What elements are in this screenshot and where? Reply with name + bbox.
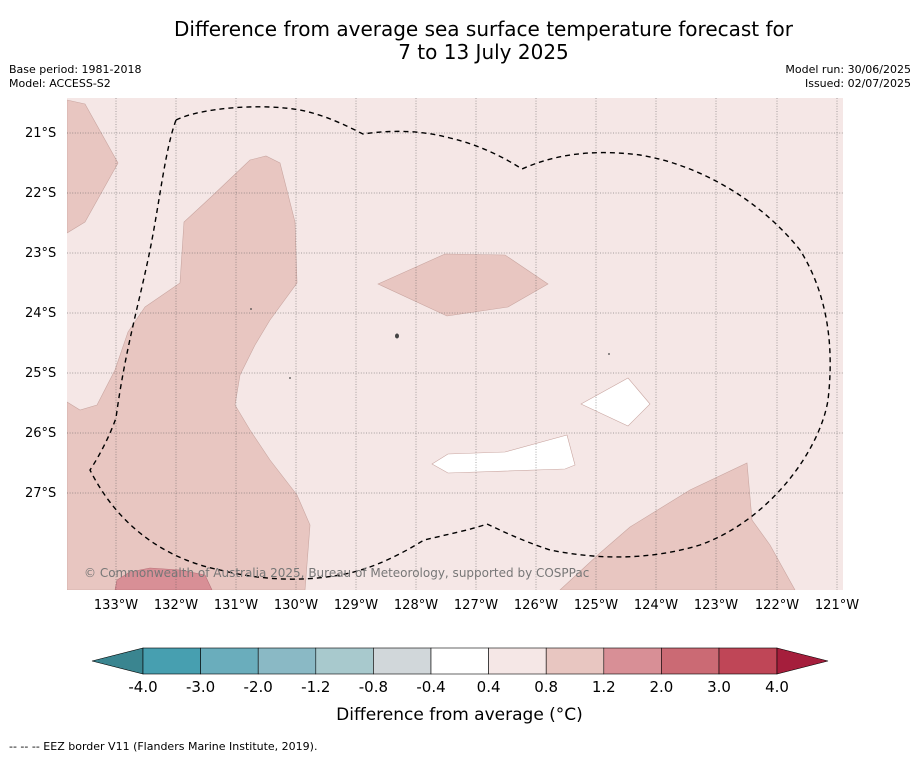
- colorbar-bin-4: [316, 648, 374, 674]
- colorbar-tick-5: -0.8: [343, 678, 403, 696]
- colorbar-tick-4: -1.2: [286, 678, 346, 696]
- lat-label-23s: 23°S: [25, 246, 56, 261]
- colorbar: [92, 648, 828, 674]
- lon-label-126w: 126°W: [506, 598, 566, 613]
- colorbar-bin-5: [373, 648, 431, 674]
- colorbar-under-arrow: [92, 648, 143, 674]
- copyright-notice: © Commonwealth of Australia 2025, Bureau…: [84, 566, 589, 580]
- colorbar-tick-11: 3.0: [689, 678, 749, 696]
- colorbar-tick-8: 0.8: [516, 678, 576, 696]
- lon-label-125w: 125°W: [566, 598, 626, 613]
- colorbar-tick-12: 4.0: [747, 678, 807, 696]
- lon-label-129w: 129°W: [326, 598, 386, 613]
- colorbar-bin-7: [489, 648, 547, 674]
- island-speck-2: [250, 308, 252, 310]
- colorbar-bin-2: [201, 648, 259, 674]
- colorbar-bin-3: [258, 648, 316, 674]
- lat-label-26s: 26°S: [25, 426, 56, 441]
- lon-label-132w: 132°W: [146, 598, 206, 613]
- colorbar-label: Difference from average (°C): [0, 705, 919, 725]
- colorbar-bin-1: [143, 648, 201, 674]
- colorbar-tick-2: -3.0: [171, 678, 231, 696]
- lon-label-131w: 131°W: [206, 598, 266, 613]
- lat-label-25s: 25°S: [25, 366, 56, 381]
- colorbar-bin-8: [546, 648, 604, 674]
- colorbar-tick-1: -4.0: [113, 678, 173, 696]
- colorbar-tick-7: 0.4: [459, 678, 519, 696]
- map-svg: © Commonwealth of Australia 2025, Bureau…: [0, 0, 919, 758]
- island-speck-3: [289, 377, 291, 379]
- eez-footer-note: -- -- -- EEZ border V11 (Flanders Marine…: [9, 740, 317, 753]
- colorbar-bin-9: [604, 648, 662, 674]
- colorbar-tick-3: -2.0: [228, 678, 288, 696]
- lon-label-123w: 123°W: [686, 598, 746, 613]
- lon-label-124w: 124°W: [626, 598, 686, 613]
- lon-label-130w: 130°W: [266, 598, 326, 613]
- lat-label-27s: 27°S: [25, 486, 56, 501]
- colorbar-tick-6: -0.4: [401, 678, 461, 696]
- lon-label-133w: 133°W: [86, 598, 146, 613]
- lon-label-121w: 121°W: [807, 598, 867, 613]
- lon-label-122w: 122°W: [747, 598, 807, 613]
- lon-label-128w: 128°W: [386, 598, 446, 613]
- lon-label-127w: 127°W: [446, 598, 506, 613]
- colorbar-bin-10: [661, 648, 719, 674]
- colorbar-bin-11: [719, 648, 777, 674]
- island-speck-1: [395, 334, 399, 339]
- lat-label-22s: 22°S: [25, 186, 56, 201]
- colorbar-over-arrow: [777, 648, 828, 674]
- colorbar-tick-10: 2.0: [631, 678, 691, 696]
- colorbar-bin-6: [431, 648, 489, 674]
- lat-label-21s: 21°S: [25, 126, 56, 141]
- lat-label-24s: 24°S: [25, 306, 56, 321]
- island-speck-4: [608, 353, 610, 355]
- colorbar-tick-9: 1.2: [574, 678, 634, 696]
